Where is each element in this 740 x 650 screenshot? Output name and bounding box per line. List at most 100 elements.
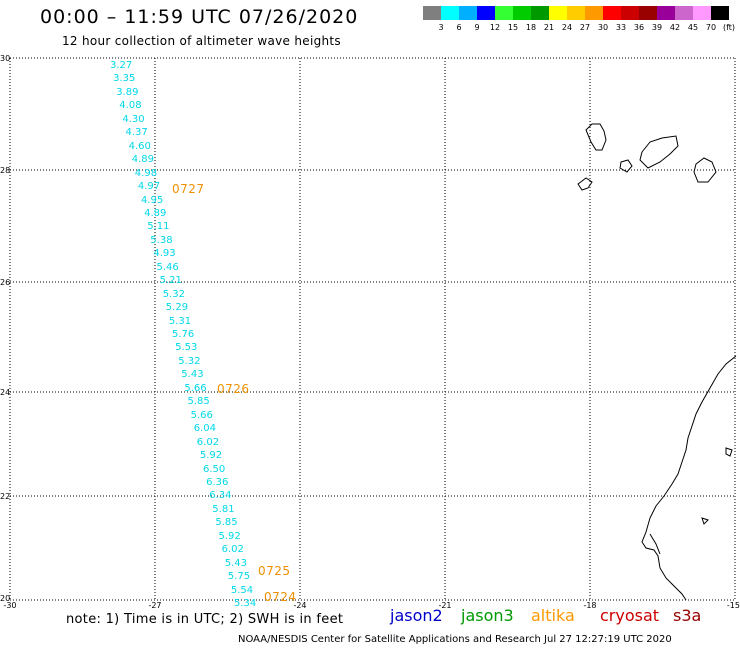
longitude-label: -24 [293, 601, 307, 610]
wave-height-value: 5.32 [178, 355, 201, 367]
wave-height-value: 4.93 [153, 248, 176, 260]
wave-height-value: 5.76 [172, 329, 195, 340]
latitude-label: 24 [0, 388, 11, 397]
color-swatch [621, 6, 639, 20]
latitude-label: 28 [0, 166, 11, 175]
wave-height-value: 6.02 [196, 436, 220, 448]
wave-height-value: 5.92 [218, 530, 241, 542]
satellite-label-altika: altika [531, 606, 575, 625]
color-scale-label: 6 [456, 23, 462, 32]
canary-island-tenerife [639, 135, 679, 169]
satellite-label-jason3: jason3 [461, 606, 514, 625]
grid-lines [9, 57, 736, 601]
african-coast [641, 355, 737, 601]
wave-height-value: 5.11 [147, 221, 170, 233]
wave-height-value: 5.66 [190, 409, 213, 421]
color-scale-label: 30 [597, 23, 609, 32]
wave-height-value: 4.89 [131, 154, 154, 166]
color-swatch [693, 6, 711, 20]
latitude-label: 20 [0, 594, 11, 603]
date-marker: 0726 [217, 382, 250, 396]
coast-island-1 [725, 447, 733, 457]
color-swatch [531, 6, 549, 20]
wave-height-value: 5.92 [199, 450, 223, 462]
color-scale-label: 39 [651, 23, 663, 32]
wave-height-value: 6.50 [203, 463, 226, 475]
wave-height-value: 5.75 [227, 571, 251, 583]
color-swatch [711, 6, 729, 20]
wave-height-value: 5.53 [175, 342, 198, 354]
footer-note: note: 1) Time is in UTC; 2) SWH is in fe… [66, 612, 344, 627]
color-scale-label: 12 [489, 23, 501, 32]
canary-island-el-hierro [577, 177, 593, 191]
color-scale-label: 9 [474, 23, 480, 32]
color-scale-label: 42 [669, 23, 681, 32]
footer-credit: NOAA/NESDIS Center for Satellite Applica… [238, 634, 672, 645]
date-marker: 0725 [258, 564, 291, 578]
date-marker: 0724 [264, 590, 297, 604]
color-swatch [585, 6, 603, 20]
satellite-label-s3a: s3a [673, 606, 702, 625]
color-scale-label: 70 [705, 23, 717, 32]
map-canvas [9, 57, 737, 601]
coast-island-2 [701, 517, 709, 525]
wave-height-value: 4.95 [141, 194, 164, 206]
color-swatch [459, 6, 477, 20]
wave-height-value: 5.66 [184, 382, 207, 394]
color-swatch [603, 6, 621, 20]
canary-island-la-palma [585, 123, 607, 151]
color-swatch [495, 6, 513, 20]
wave-height-value: 4.98 [134, 167, 158, 179]
wave-height-value: 6.04 [193, 423, 216, 435]
wave-height-value: 5.32 [162, 288, 185, 300]
color-swatch [441, 6, 459, 20]
color-scale-label: 3 [438, 23, 444, 32]
color-swatch [675, 6, 693, 20]
color-scale-label: 27 [579, 23, 591, 32]
longitude-label: -27 [148, 601, 162, 610]
longitude-label: -18 [583, 601, 597, 610]
color-swatch [423, 6, 441, 20]
canary-island-la-gomera [619, 159, 633, 173]
color-swatch [657, 6, 675, 20]
wave-height-value: 5.54 [230, 584, 254, 596]
color-scale-label: 21 [543, 23, 555, 32]
color-swatch [567, 6, 585, 20]
chart-subtitle: 12 hour collection of altimeter wave hei… [62, 34, 341, 48]
wave-height-value: 3.89 [116, 86, 139, 98]
wave-height-value: 5.85 [187, 396, 210, 408]
wave-height-value: 4.89 [144, 207, 167, 219]
wave-height-value: 4.08 [119, 100, 142, 112]
map-area [9, 57, 738, 601]
wave-height-value: 5.46 [156, 261, 179, 273]
color-scale-label: 18 [525, 23, 537, 32]
coast-inlet [649, 533, 661, 555]
latitude-label: 30 [0, 54, 11, 63]
color-scale-label: 15 [507, 23, 519, 32]
satellite-label-jason2: jason2 [390, 606, 443, 625]
wave-height-value: 5.38 [150, 234, 173, 246]
wave-height-value: 6.36 [206, 476, 229, 488]
wave-height-value: 3.35 [113, 73, 136, 85]
wave-height-value: 4.30 [122, 113, 145, 125]
satellite-label-cryosat: cryosat [600, 606, 660, 625]
wave-height-value: 4.60 [128, 140, 151, 152]
color-swatch [639, 6, 657, 20]
latitude-label: 26 [0, 278, 11, 287]
wave-height-value: 5.29 [165, 302, 189, 314]
color-swatch [477, 6, 495, 20]
longitude-label: -30 [3, 601, 17, 610]
canary-island-gran-canaria [693, 157, 717, 183]
wave-height-value: 5.43 [181, 369, 204, 381]
color-scale-label: 45 [687, 23, 699, 32]
wave-height-value: 4.37 [125, 127, 148, 139]
date-marker: 0727 [172, 182, 205, 196]
latitude-label: 22 [0, 492, 11, 501]
color-swatch [549, 6, 567, 20]
wave-height-value: 3.27 [110, 60, 133, 71]
longitude-label: -21 [438, 601, 452, 610]
color-scale-label: (ft) [722, 23, 736, 32]
color-scale-label: 33 [615, 23, 627, 32]
wave-height-value: 5.21 [159, 275, 182, 287]
color-scale-label: 24 [561, 23, 573, 32]
